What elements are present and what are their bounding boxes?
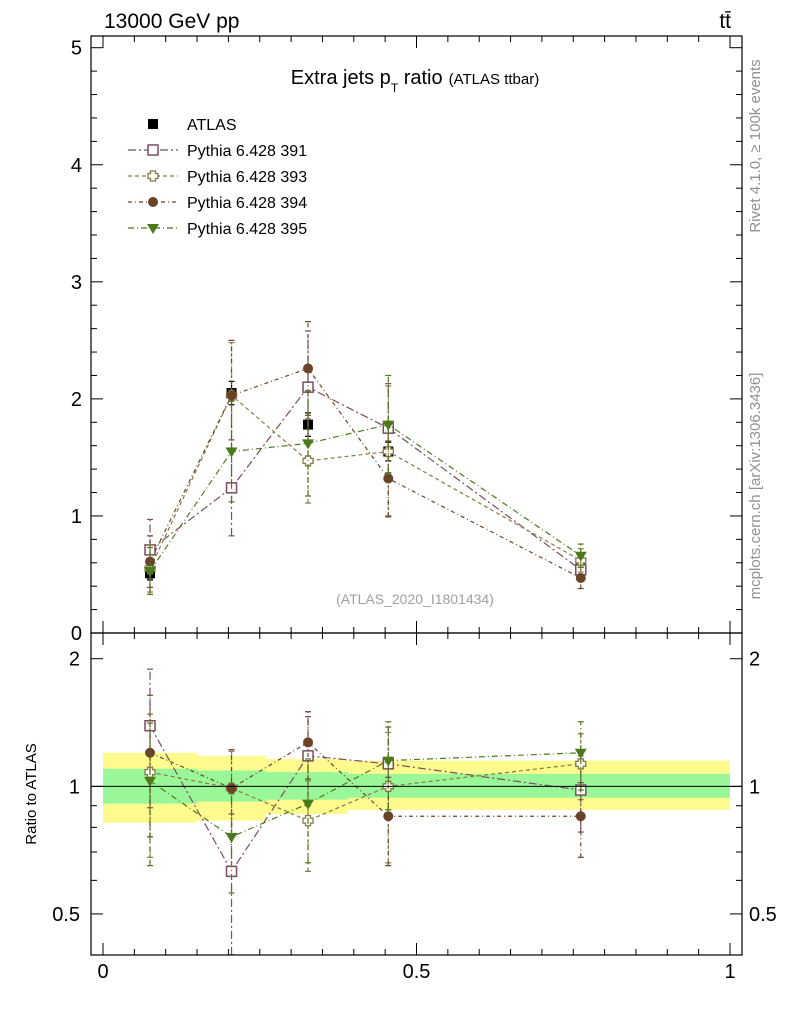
legend-label: ATLAS	[187, 117, 237, 134]
legend-entry-2: Pythia 6.428 393	[128, 169, 307, 186]
upper-y-tick-label: 1	[71, 506, 82, 528]
analysis-watermark: (ATLAS_2020_I1801434)	[336, 591, 494, 607]
ratio-y-tick-label-right: 0.5	[749, 904, 777, 926]
ratio-data-point	[303, 737, 314, 748]
upper-series-3	[145, 321, 586, 590]
upper-y-tick-label: 4	[71, 155, 82, 177]
title-tail: ratio	[398, 67, 442, 89]
ratio-series-line	[149, 763, 581, 822]
legend-entry-1: Pythia 6.428 391	[128, 143, 307, 160]
legend-label: Pythia 6.428 394	[187, 195, 307, 212]
upper-data-point	[303, 363, 314, 374]
x-tick-label: 1	[724, 961, 735, 983]
legend-marker	[148, 197, 158, 207]
upper-series-line	[149, 367, 582, 579]
ratio-data-point	[574, 748, 587, 759]
upper-y-tick-label: 5	[71, 38, 82, 60]
lower-series-layer	[144, 668, 587, 956]
upper-data-point	[225, 447, 238, 458]
ratio-data-point	[144, 776, 157, 787]
side-label-top: Rivet 4.1.0, ≥ 100k events	[747, 59, 764, 232]
legend-marker	[148, 119, 158, 129]
legend-label: Pythia 6.428 393	[187, 169, 307, 186]
legend-marker	[147, 170, 159, 182]
legend: ATLAS Pythia 6.428 391 Pythia 6.428 393 Pyt…	[128, 117, 307, 238]
ratio-data-point	[382, 756, 395, 767]
upper-series-2	[144, 342, 587, 593]
legend-entry-0: ATLAS	[148, 117, 237, 134]
upper-data-point	[145, 556, 156, 567]
upper-series-layer	[144, 321, 587, 595]
legend-entry-3: Pythia 6.428 394	[128, 195, 307, 212]
upper-y-tick-label: 3	[71, 272, 82, 294]
ratio-data-point	[225, 832, 238, 843]
ratio-data-point	[145, 747, 156, 758]
ratio-y-axis-label: Ratio to ATLAS	[23, 743, 40, 844]
energy-label: 13000 GeV pp	[104, 10, 239, 33]
x-tick-label: 0.5	[403, 961, 431, 983]
upper-data-point	[144, 566, 157, 577]
upper-series-line	[149, 386, 582, 571]
ratio-data-point	[383, 811, 394, 822]
ratio-y-tick-label-right: 1	[749, 776, 760, 798]
legend-entry-4: Pythia 6.428 395	[128, 221, 307, 238]
upper-series-1	[144, 330, 587, 583]
title-main: Extra jets p	[291, 67, 391, 89]
process-label: tt̄	[719, 10, 731, 33]
legend-label: Pythia 6.428 391	[187, 143, 307, 160]
ratio-y-tick-label-left: 0.5	[52, 904, 80, 926]
title-subscript: T	[391, 81, 399, 95]
ratio-data-point	[226, 783, 237, 794]
ratio-y-tick-label-left: 1	[69, 776, 80, 798]
side-label-bottom: mcplots.cern.ch [arXiv:1306.3436]	[747, 373, 764, 600]
x-tick-label: 0	[97, 961, 108, 983]
upper-data-point	[383, 473, 394, 484]
upper-series-line	[149, 394, 582, 569]
upper-y-tick-label: 2	[71, 389, 82, 411]
upper-data-point	[382, 420, 395, 431]
upper-y-tick-label: 0	[71, 623, 82, 645]
ratio-data-point	[575, 811, 586, 822]
ratio-uncertainty-bands	[103, 752, 730, 823]
upper-data-point	[226, 390, 237, 401]
ratio-y-tick-label-left: 2	[69, 649, 80, 671]
upper-data-point	[302, 439, 315, 450]
upper-series-4	[144, 374, 587, 595]
legend-label: Pythia 6.428 395	[187, 221, 307, 238]
upper-series-0	[145, 380, 586, 580]
axis-ticks	[91, 36, 742, 955]
legend-marker	[147, 144, 159, 156]
ratio-series-3	[144, 721, 587, 894]
ratio-data-point	[302, 799, 315, 810]
axis-tick-labels: 0 1 2 3 4 5 0 0.5 1 0.5 0.5 1 1 2 2	[52, 38, 777, 983]
plot-title: Extra jets pT ratio (ATLAS ttbar)	[291, 67, 539, 95]
upper-data-point	[574, 551, 587, 562]
upper-data-point	[575, 572, 586, 583]
ratio-y-tick-label-right: 2	[749, 649, 760, 671]
title-paren: (ATLAS ttbar)	[449, 71, 540, 88]
legend-marker	[147, 224, 159, 234]
